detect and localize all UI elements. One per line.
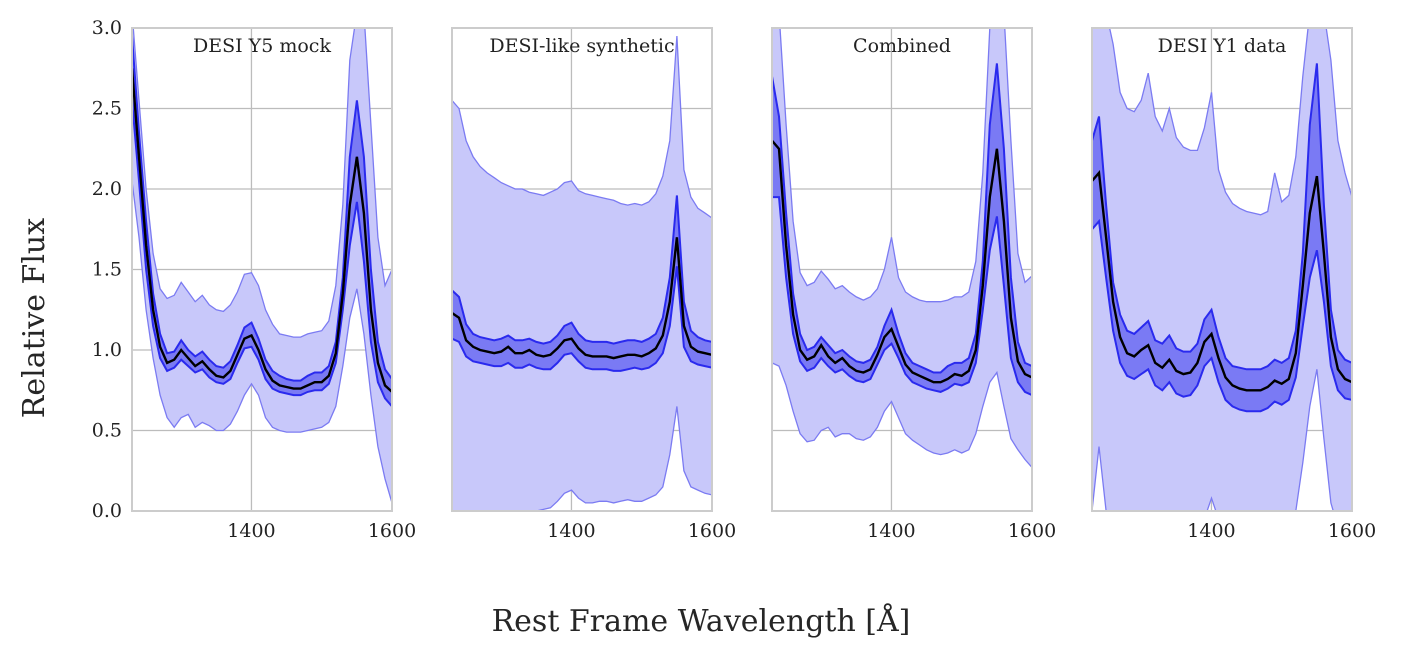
median-line [1092,170,1352,392]
x-axis-label: Rest Frame Wavelength [Å] [492,603,911,639]
y-tick-label: 1.5 [92,259,122,281]
panel-title: DESI Y5 mock [193,35,331,57]
inner-band-upper-edge [452,195,712,345]
series-group [772,28,1032,468]
series-group [132,28,392,504]
inner-band-lower-edge [452,266,712,372]
y-tick-label: 0.5 [92,420,122,442]
inner-band-lower-edge [772,196,1032,397]
outer-band-lower-edge [1092,369,1334,511]
panel-frame [131,27,393,512]
panels-group: DESI Y5 mock 1400 1600 DESI-like synthetic 1… [131,27,1376,542]
outer-band [452,36,712,511]
x-tick-label: 1600 [1008,520,1056,542]
x-tick-label: 1400 [227,520,275,542]
panel-frame [451,27,713,512]
inner-band-upper-edge [1092,63,1352,371]
median-line [452,237,712,360]
x-tick-label: 1600 [1328,520,1376,542]
outer-band-lower-edge [527,406,712,511]
panel-frame [1091,27,1353,512]
panel-3: Combined 1400 1600 [771,27,1056,542]
y-tick-labels: 0.0 0.5 1.0 1.5 2.0 2.5 3.0 [92,17,122,522]
outer-band-upper-edge [452,35,712,219]
median-line [132,68,392,393]
panel-title: DESI Y1 data [1158,35,1287,57]
x-tick-label: 1400 [867,520,915,542]
panel-frame [771,27,1033,512]
inner-band-upper-edge [132,35,392,382]
inner-band [452,195,712,371]
outer-band-lower-edge [132,180,392,504]
outer-band-upper-edge [1108,28,1352,216]
y-tick-label: 2.5 [92,98,122,120]
series-group [1092,28,1352,511]
median-line [772,139,1032,384]
panel-title: DESI-like synthetic [489,35,674,57]
y-axis-label: Relative Flux [17,218,52,418]
outer-band-lower-edge [772,362,1032,468]
series-group [452,35,712,511]
outer-band-upper-edge [132,28,392,338]
x-tick-label: 1600 [688,520,736,542]
x-tick-label: 1400 [1187,520,1235,542]
outer-band-upper-edge [779,28,1032,303]
panel-2: DESI-like synthetic 1400 1600 [451,27,736,542]
panel-4: DESI Y1 data 1400 1600 [1091,27,1376,542]
y-tick-label: 3.0 [92,17,122,39]
inner-band-lower-edge [132,100,392,408]
panel-title: Combined [853,35,951,57]
x-tick-label: 1400 [547,520,595,542]
x-tick-label: 1600 [368,520,416,542]
y-tick-label: 0.0 [92,500,122,522]
y-tick-label: 2.0 [92,178,122,200]
outer-band [132,28,392,503]
panel-1: DESI Y5 mock 1400 1600 [131,27,416,542]
y-tick-label: 1.0 [92,339,122,361]
inner-band-lower-edge [1092,218,1352,413]
inner-band-upper-edge [772,63,1032,374]
